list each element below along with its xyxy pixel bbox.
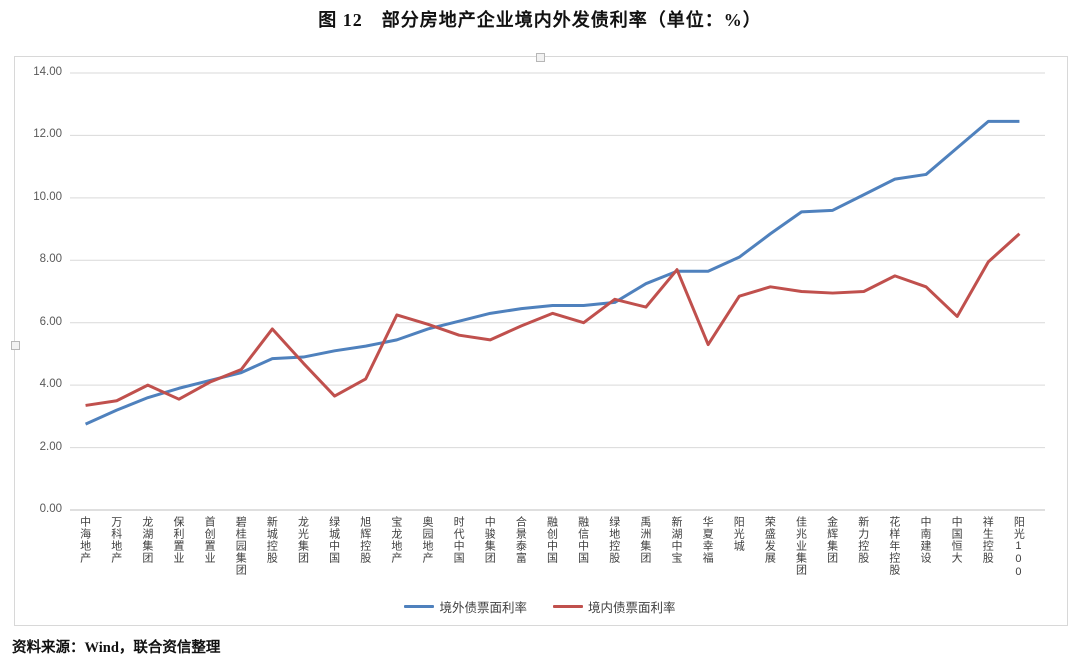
x-axis-label: 融信中国 (576, 516, 589, 564)
x-axis-label: 中国恒大 (950, 516, 963, 564)
y-axis-tick-label: 2.00 (39, 440, 62, 453)
legend-label: 境外债票面利率 (439, 601, 527, 615)
legend-label: 境内债票面利率 (588, 601, 676, 615)
x-axis-label: 新城控股 (265, 516, 278, 564)
x-axis-label: 绿城中国 (327, 516, 340, 564)
x-axis-label: 阳光100 (1012, 516, 1025, 579)
chart-area (14, 56, 1068, 626)
x-axis-label: 华夏幸福 (701, 516, 714, 564)
x-axis-label: 新湖中宝 (670, 516, 683, 564)
x-axis-label: 龙湖集团 (140, 516, 153, 564)
series-line-1 (85, 232, 1021, 407)
x-axis-label: 旭辉控股 (358, 516, 371, 564)
x-axis-label: 中骏集团 (483, 516, 496, 564)
x-axis-label: 奥园地产 (420, 516, 433, 564)
x-axis-label: 宝龙地产 (389, 516, 402, 564)
series-line-0 (84, 119, 1020, 426)
onshore-line-swatch (553, 605, 583, 608)
x-axis-label: 花样年控股 (887, 516, 900, 576)
x-axis-label: 绿地控股 (607, 516, 620, 564)
x-axis-label: 龙光集团 (296, 516, 309, 564)
x-axis-label: 阳光城 (732, 516, 745, 552)
y-axis-tick-label: 4.00 (39, 378, 62, 391)
legend-item-onshore: 境内债票面利率 (553, 597, 676, 616)
x-axis-label: 万科地产 (109, 516, 122, 564)
x-axis-label: 时代中国 (452, 516, 465, 564)
x-axis-label: 中南建设 (919, 516, 932, 564)
x-axis-label: 保利置业 (171, 516, 184, 564)
legend-item-offshore: 境外债票面利率 (404, 597, 527, 616)
x-axis-label: 融创中国 (545, 516, 558, 564)
x-axis-label: 碧桂园集团 (234, 516, 247, 576)
x-axis-label: 禹洲集团 (638, 516, 651, 564)
offshore-line-swatch (404, 605, 435, 608)
x-axis-label: 荣盛发展 (763, 516, 776, 564)
x-axis-label: 金辉集团 (825, 516, 838, 564)
y-axis-tick-label: 0.00 (39, 503, 62, 515)
figure-title: 图 12 部分房地产企业境内外发债利率（单位：%） (318, 10, 762, 30)
x-axis-label: 祥生控股 (981, 516, 994, 564)
x-axis-label: 新力控股 (856, 516, 869, 564)
x-axis-label: 佳兆业集团 (794, 516, 807, 576)
x-axis-label: 首创置业 (203, 516, 216, 564)
selection-handle-top (536, 53, 545, 62)
y-axis-tick-label: 10.00 (33, 190, 62, 203)
y-axis-tick-label: 8.00 (39, 253, 62, 266)
y-axis-tick-label: 14.00 (33, 66, 62, 78)
x-axis-label: 中海地产 (78, 516, 91, 564)
y-axis-tick-label: 12.00 (33, 128, 62, 141)
x-axis-label: 合景泰富 (514, 516, 527, 564)
y-axis-tick-label: 6.00 (39, 315, 62, 328)
selection-handle-left (11, 341, 20, 350)
data-source: 资料来源：Wind，联合资信整理 (12, 640, 221, 656)
chart-legend: 境外债票面利率 境内债票面利率 (0, 597, 1080, 616)
